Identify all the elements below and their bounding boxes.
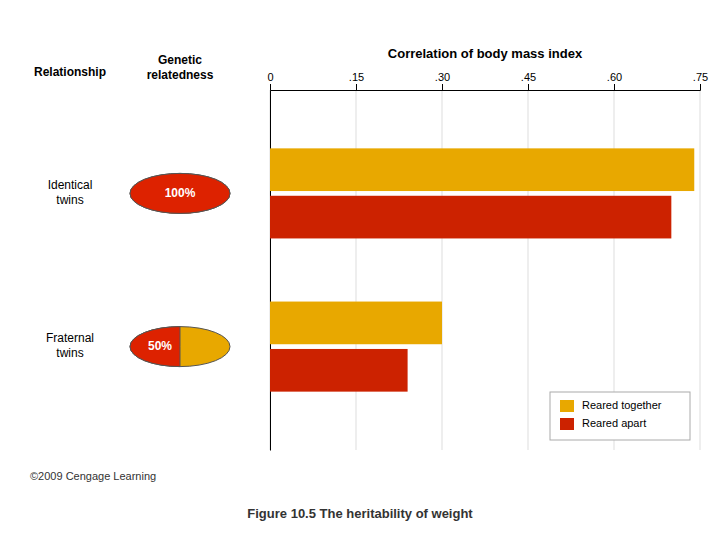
x-axis-title: Correlation of body mass index [388,46,583,61]
x-tick-label: .15 [349,71,364,83]
bar [270,349,408,392]
x-tick: .45 [521,71,536,90]
grid-line [700,90,701,450]
disk-wedge [130,327,180,367]
grid-line [270,90,271,450]
relatedness-disk [130,173,230,213]
x-tick: .15 [349,71,364,90]
relatedness-title: Geneticrelatedness [147,53,214,82]
bar [270,196,671,239]
category-label: Identicaltwins [48,178,93,207]
legend-item: Reared together [560,399,662,412]
x-tick-mark [700,84,701,90]
x-tick-label: 0 [267,71,273,83]
x-tick: .60 [607,71,622,90]
x-tick: 0 [267,71,273,90]
x-tick-label: .75 [693,71,708,83]
relatedness-disk [130,327,230,367]
legend: Reared together Reared apart [550,392,690,440]
x-tick-label: .45 [521,71,536,83]
y-axis [270,91,271,451]
disk-base [130,173,230,213]
x-tick: .75 [693,71,708,90]
y-axis-line [270,91,271,451]
x-tick-mark [614,84,615,90]
x-tick: .30 [435,71,450,90]
category-label: Fraternaltwins [46,331,94,360]
disk-label: 50% [148,339,172,353]
grid [270,90,700,450]
bar [270,302,442,345]
legend-label: Reared together [582,399,662,411]
bar [270,148,694,191]
x-tick-mark [270,84,271,90]
grid-line [356,90,357,450]
x-axis: 0 .15 .30 .45 .60 .75 [267,71,708,91]
disk-base [130,327,230,367]
x-tick-mark [528,84,529,90]
legend-swatch [560,418,574,430]
x-tick-mark [356,84,357,90]
annotation: ©2009 Cengage Learning [30,470,156,482]
grid-line [442,90,443,450]
legend-label: Reared apart [582,417,646,429]
x-tick-label: .30 [435,71,450,83]
title: Figure 10.5 The heritability of weight [247,506,473,521]
legend-item: Reared apart [560,417,646,430]
x-tick-label: .60 [607,71,622,83]
grid-line [528,90,529,450]
chart: 0 .15 .30 .45 .60 .75 Correlation of body mass… [0,0,720,540]
legend-box [550,392,690,440]
bars [270,148,694,391]
y-axis-title: Relationship [34,65,106,79]
x-axis-line [271,84,701,91]
disk-wedge [130,173,230,213]
legend-swatch [560,400,574,412]
x-tick-mark [442,84,443,90]
disk-label: 100% [165,186,196,200]
